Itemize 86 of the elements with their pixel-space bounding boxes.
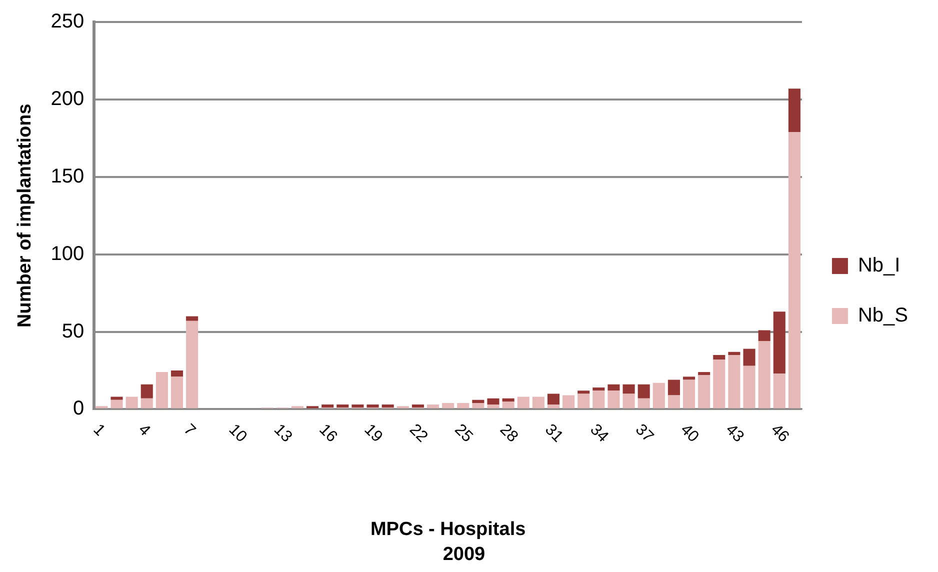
bar bbox=[578, 390, 590, 394]
bar bbox=[140, 398, 153, 408]
bar bbox=[592, 388, 605, 391]
y-tick-label: 0 bbox=[73, 398, 84, 420]
x-tick-label: 46 bbox=[767, 421, 792, 446]
y-axis-title: Number of implantations bbox=[14, 104, 36, 328]
x-axis-title: MPCs - Hospitals bbox=[370, 519, 526, 540]
x-tick-label: 13 bbox=[270, 421, 296, 446]
x-tick-label: 1 bbox=[90, 421, 108, 440]
bar bbox=[713, 360, 726, 408]
x-tick-label: 37 bbox=[632, 421, 657, 446]
bar bbox=[788, 132, 800, 408]
bar bbox=[472, 400, 484, 404]
bar bbox=[547, 394, 560, 405]
bar bbox=[728, 352, 740, 355]
bar bbox=[698, 372, 710, 376]
bar bbox=[652, 382, 665, 408]
y-tick-label: 250 bbox=[50, 10, 84, 33]
bar bbox=[758, 330, 770, 342]
x-tick-label: 19 bbox=[360, 421, 386, 446]
bar bbox=[170, 376, 184, 408]
bar bbox=[758, 341, 770, 408]
bar bbox=[170, 370, 184, 377]
bar bbox=[728, 354, 740, 408]
y-tick-label: 50 bbox=[62, 320, 84, 342]
bar bbox=[517, 396, 530, 408]
bar bbox=[668, 380, 680, 396]
bar bbox=[487, 398, 500, 405]
x-tick-label: 25 bbox=[451, 421, 476, 446]
bar bbox=[622, 394, 635, 408]
x-tick-label: 34 bbox=[586, 421, 612, 446]
bar bbox=[743, 348, 756, 366]
bar bbox=[578, 394, 590, 408]
bar bbox=[592, 390, 605, 408]
x-tick-label: 43 bbox=[722, 421, 747, 446]
bar bbox=[487, 404, 500, 408]
bar bbox=[322, 404, 334, 408]
bar bbox=[140, 384, 153, 398]
bar bbox=[608, 384, 620, 391]
bar bbox=[683, 380, 696, 408]
bar bbox=[683, 376, 696, 380]
bar bbox=[502, 398, 514, 402]
bar bbox=[382, 404, 394, 408]
bar bbox=[638, 398, 650, 408]
bar bbox=[743, 366, 756, 408]
x-tick-label: 10 bbox=[225, 421, 250, 446]
text: 2009 bbox=[442, 544, 486, 565]
x-tick-label: 40 bbox=[677, 421, 702, 446]
bar bbox=[472, 403, 484, 408]
bar bbox=[773, 374, 786, 408]
bar bbox=[638, 384, 650, 398]
x-tick-label: 16 bbox=[316, 421, 340, 446]
bar bbox=[698, 375, 710, 408]
bar bbox=[773, 312, 786, 374]
bar bbox=[186, 320, 198, 408]
y-tick-label: 100 bbox=[50, 242, 84, 265]
bar bbox=[336, 404, 349, 408]
bar bbox=[608, 390, 620, 408]
bar bbox=[668, 395, 680, 408]
bar bbox=[788, 88, 800, 132]
x-tick-label: 22 bbox=[406, 421, 431, 446]
bar bbox=[442, 403, 454, 408]
bar bbox=[186, 316, 198, 321]
y-tick-label: 200 bbox=[50, 88, 84, 110]
legend-label: Nb_I bbox=[858, 254, 900, 277]
bar bbox=[412, 404, 424, 408]
bar bbox=[126, 396, 138, 408]
x-tick-label: 31 bbox=[542, 421, 566, 446]
bar bbox=[713, 354, 726, 360]
x-tick-label: 7 bbox=[180, 421, 198, 440]
bar bbox=[562, 395, 575, 408]
bar bbox=[532, 396, 544, 408]
legend-label: Nb_S bbox=[858, 304, 908, 327]
bar bbox=[622, 384, 635, 394]
bar bbox=[366, 404, 379, 408]
y-tick-label: 150 bbox=[50, 165, 84, 188]
bar bbox=[547, 404, 560, 408]
x-tick-label: 28 bbox=[496, 421, 522, 446]
bar bbox=[110, 400, 123, 408]
bar bbox=[352, 404, 364, 408]
x-tick-label: 4 bbox=[134, 421, 154, 440]
bar bbox=[110, 396, 123, 400]
bar bbox=[156, 372, 168, 408]
bar bbox=[426, 404, 440, 408]
bar bbox=[457, 403, 470, 408]
bar bbox=[502, 401, 514, 408]
